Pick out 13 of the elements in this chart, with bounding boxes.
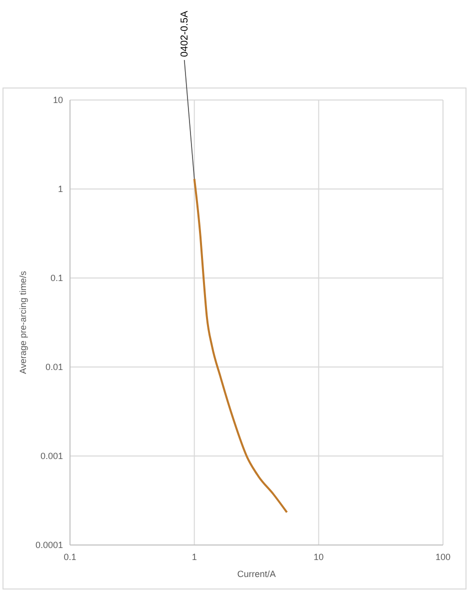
x-tick-label: 100 bbox=[435, 552, 451, 562]
y-tick-label: 0.1 bbox=[50, 273, 63, 284]
y-tick-label: 0.0001 bbox=[35, 540, 63, 550]
y-tick-label: 0.001 bbox=[40, 451, 63, 462]
x-axis-title: Current/A bbox=[237, 569, 276, 579]
x-tick-label: 0.1 bbox=[64, 552, 76, 562]
y-axis-title: Average pre-arcing time/s bbox=[18, 270, 28, 374]
annotation: 0402-0.5A bbox=[179, 10, 190, 57]
x-tick-label: 10 bbox=[314, 552, 324, 562]
x-tick-label: 1 bbox=[192, 552, 197, 562]
y-tick-label: 0.01 bbox=[45, 362, 63, 372]
y-tick-label: 1 bbox=[58, 184, 63, 194]
y-tick-label: 10 bbox=[52, 95, 63, 106]
